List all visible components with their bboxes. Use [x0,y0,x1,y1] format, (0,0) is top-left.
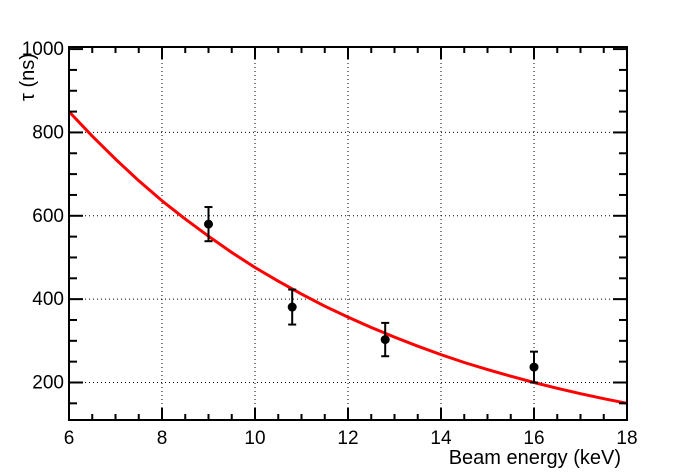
y-tick-label: 600 [32,206,64,227]
data-point-marker [287,302,297,312]
x-tick-label: 14 [430,428,452,449]
y-tick-label: 200 [32,372,64,393]
data-point [380,321,390,358]
y-tick-label: 400 [32,289,64,310]
x-tick-label: 16 [523,428,544,449]
data-point [529,350,539,384]
x-tick-label: 18 [616,428,637,449]
gridlines [69,47,627,420]
tick-labels: 6 8 10 12 14 16 18 200 400 600 800 1000 [22,39,638,449]
axis-ticks [68,47,628,420]
data-point-marker [380,335,390,345]
x-tick-label: 12 [337,428,358,449]
y-axis-title: τ (ns) [17,53,39,101]
y-tick-label: 800 [32,122,64,143]
frame-rect [68,46,628,421]
data-point-marker [204,219,213,229]
y-tick-label: 1000 [22,39,64,60]
data-point [204,206,213,243]
data-point-marker [529,362,539,372]
data-point [287,288,297,326]
x-tick-label: 10 [244,428,265,449]
x-axis-title: Beam energy (keV) [449,447,621,469]
plot-frame [68,46,628,421]
x-tick-label: 8 [157,428,168,449]
data-points [204,206,539,384]
x-tick-label: 6 [64,428,75,449]
